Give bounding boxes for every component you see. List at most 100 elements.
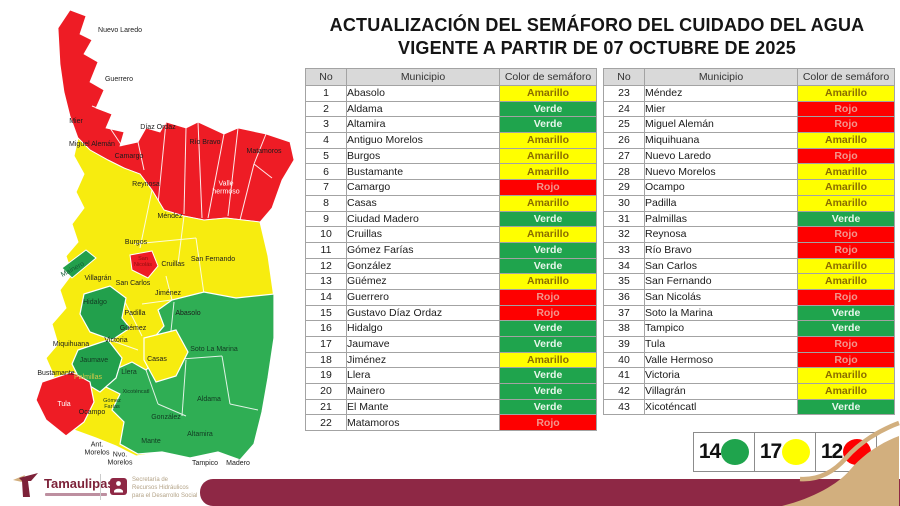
table-row: 19 Llera Verde — [305, 367, 597, 385]
cell-no: 22 — [305, 414, 347, 432]
cell-municipio: Hidalgo — [346, 320, 500, 337]
cell-municipio: Bustamante — [346, 163, 500, 181]
cell-no: 20 — [305, 383, 347, 400]
cell-semaforo: Amarillo — [797, 273, 895, 290]
cell-no: 21 — [305, 398, 347, 416]
cell-no: 16 — [305, 320, 347, 337]
cell-no: 3 — [305, 116, 347, 134]
table-row: 8 Casas Amarillo — [305, 194, 597, 212]
cell-semaforo: Verde — [499, 320, 597, 337]
cell-municipio: Ocampo — [644, 179, 798, 196]
cell-municipio: Reynosa — [644, 226, 798, 243]
cell-semaforo: Amarillo — [499, 194, 597, 212]
cell-municipio: Mainero — [346, 383, 500, 400]
table-row: 2 Aldama Verde — [305, 100, 597, 118]
cell-no: 13 — [305, 273, 347, 290]
amarillo-circle-icon — [782, 439, 811, 465]
table-row: 22 Matamoros Rojo — [305, 414, 597, 432]
cell-semaforo: Rojo — [499, 304, 597, 322]
cell-semaforo: Verde — [797, 304, 895, 322]
cell-semaforo: Verde — [797, 210, 895, 228]
cell-no: 23 — [603, 85, 645, 102]
cell-no: 42 — [603, 383, 645, 400]
table-row: 27 Nuevo Laredo Rojo — [603, 147, 895, 165]
table-row: 7 Camargo Rojo — [305, 179, 597, 196]
cell-no: 36 — [603, 288, 645, 306]
table-row: 5 Burgos Amarillo — [305, 147, 597, 165]
table-row: 38 Tampico Verde — [603, 320, 895, 337]
cell-semaforo: Amarillo — [797, 257, 895, 275]
footer-maroon-bar — [200, 479, 900, 506]
table-row: 36 San Nicolás Rojo — [603, 288, 895, 306]
cell-no: 27 — [603, 147, 645, 165]
cell-semaforo: Verde — [499, 383, 597, 400]
cell-no: 39 — [603, 336, 645, 353]
cell-municipio: San Fernando — [644, 273, 798, 290]
table-row: 11 Gómez Farías Verde — [305, 241, 597, 259]
map-region-tula-red — [35, 371, 95, 437]
cell-municipio: Aldama — [346, 100, 500, 118]
map-region-casas-yellow — [143, 329, 189, 383]
cell-no: 15 — [305, 304, 347, 322]
cell-semaforo: Amarillo — [499, 273, 597, 290]
table-row: 28 Nuevo Morelos Amarillo — [603, 163, 895, 181]
cell-semaforo: Rojo — [797, 351, 895, 369]
map-region-hidalgo-green — [79, 285, 131, 341]
cell-no: 7 — [305, 179, 347, 196]
cell-no: 8 — [305, 194, 347, 212]
cell-semaforo: Rojo — [797, 100, 895, 118]
table-row: 42 Villagrán Amarillo — [603, 383, 895, 400]
table-row: 30 Padilla Amarillo — [603, 194, 895, 212]
cell-municipio: Soto la Marina — [644, 304, 798, 322]
cell-municipio: Palmillas — [644, 210, 798, 228]
cell-semaforo: Verde — [499, 116, 597, 134]
table-row: 20 Mainero Verde — [305, 383, 597, 400]
cell-municipio: Jaumave — [346, 336, 500, 353]
cell-municipio: Victoria — [644, 367, 798, 385]
cell-semaforo: Verde — [499, 100, 597, 118]
cell-no: 9 — [305, 210, 347, 228]
cell-semaforo: Verde — [797, 398, 895, 416]
cell-semaforo: Amarillo — [797, 132, 895, 149]
cell-municipio: Nuevo Laredo — [644, 147, 798, 165]
cell-no: 25 — [603, 116, 645, 134]
cell-semaforo: Rojo — [797, 288, 895, 306]
header-municipio: Municipio — [346, 68, 500, 86]
cell-municipio: Nuevo Morelos — [644, 163, 798, 181]
cell-semaforo: Amarillo — [499, 226, 597, 243]
cell-no: 6 — [305, 163, 347, 181]
cell-semaforo: Amarillo — [797, 163, 895, 181]
header-color-semaforo: Color de semáforo — [499, 68, 597, 86]
cell-semaforo: Verde — [499, 210, 597, 228]
page-title: ACTUALIZACIÓN DEL SEMÁFORO DEL CUIDADO D… — [298, 14, 896, 61]
cell-municipio: Gustavo Díaz Ordaz — [346, 304, 500, 322]
table-row: 21 El Mante Verde — [305, 398, 597, 416]
department-shield-icon — [110, 478, 127, 495]
department-name: Secretaría de Recursos Hidráulicos para … — [132, 476, 198, 499]
table-row: 23 Méndez Amarillo — [603, 85, 895, 102]
table-row: 10 Cruillas Amarillo — [305, 226, 597, 243]
table-header-row: No Municipio Color de semáforo — [603, 68, 895, 86]
table-row: 29 Ocampo Amarillo — [603, 179, 895, 196]
cell-municipio: Abasolo — [346, 85, 500, 102]
cell-municipio: San Nicolás — [644, 288, 798, 306]
footer-divider — [100, 474, 101, 500]
cell-no: 29 — [603, 179, 645, 196]
cell-municipio: Altamira — [346, 116, 500, 134]
cell-no: 19 — [305, 367, 347, 385]
cell-no: 28 — [603, 163, 645, 181]
cell-municipio: Casas — [346, 194, 500, 212]
title-line-1: ACTUALIZACIÓN DEL SEMÁFORO DEL CUIDADO D… — [329, 15, 865, 35]
map-municipal-borders-center — [109, 189, 205, 351]
cell-semaforo: Rojo — [797, 241, 895, 259]
cell-semaforo: Amarillo — [797, 85, 895, 102]
table-row: 41 Victoria Amarillo — [603, 367, 895, 385]
cell-semaforo: Amarillo — [499, 147, 597, 165]
cell-municipio: Camargo — [346, 179, 500, 196]
table-row: 17 Jaumave Verde — [305, 336, 597, 353]
corner-swoosh-decoration — [782, 420, 900, 506]
semaforo-table-left: No Municipio Color de semáforo 1 Abasolo Amar… — [305, 68, 597, 432]
table-row: 12 González Verde — [305, 257, 597, 275]
cell-semaforo: Verde — [499, 398, 597, 416]
semaforo-table-right: No Municipio Color de semáforo 23 Méndez Amar… — [603, 68, 895, 416]
